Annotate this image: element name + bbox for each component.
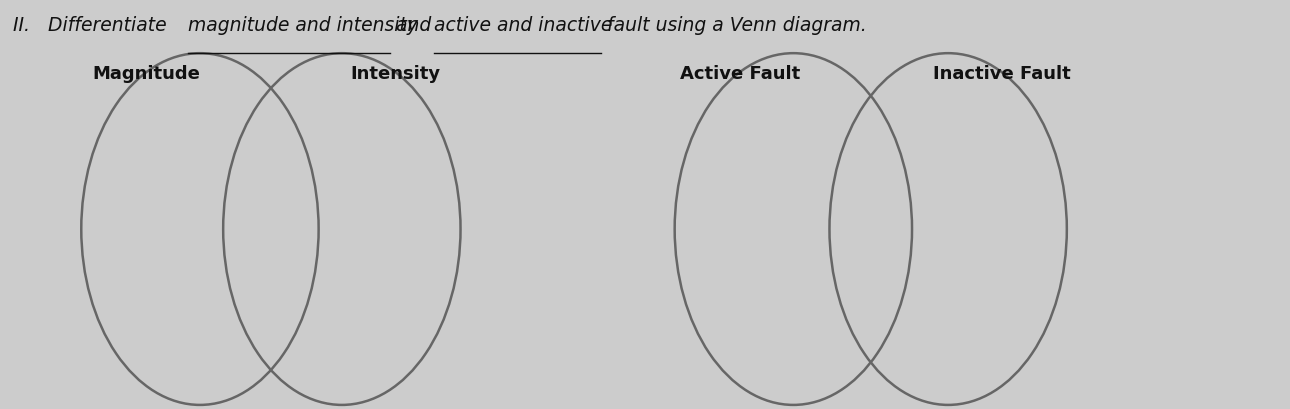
Text: Active Fault: Active Fault — [680, 65, 800, 83]
Text: and: and — [390, 16, 437, 35]
Text: fault using a Venn diagram.: fault using a Venn diagram. — [601, 16, 867, 35]
Text: Intensity: Intensity — [350, 65, 440, 83]
Text: active and inactive: active and inactive — [433, 16, 613, 35]
Text: Magnitude: Magnitude — [93, 65, 200, 83]
Text: II.   Differentiate: II. Differentiate — [13, 16, 173, 35]
Text: Inactive Fault: Inactive Fault — [933, 65, 1071, 83]
Text: magnitude and intensity: magnitude and intensity — [188, 16, 418, 35]
